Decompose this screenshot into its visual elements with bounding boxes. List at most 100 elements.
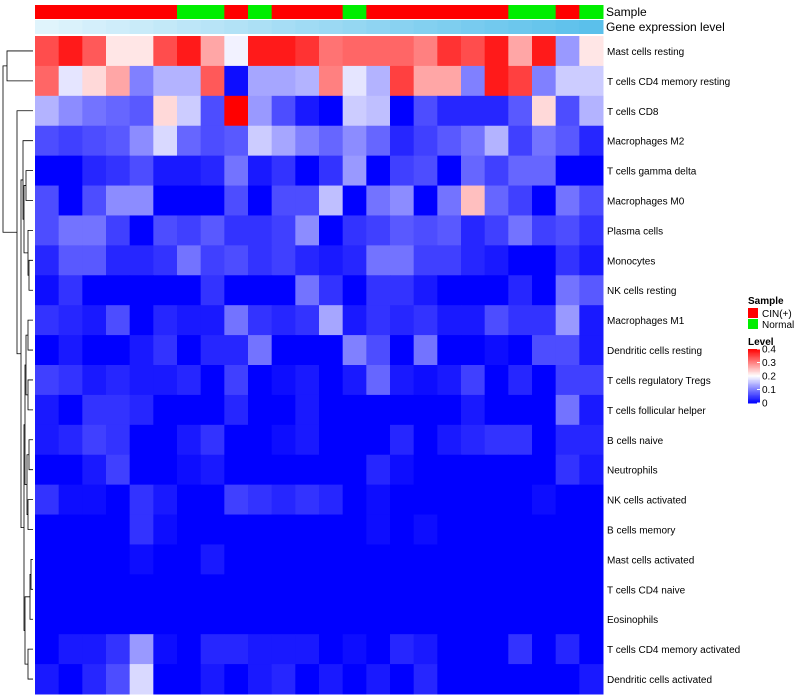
heatmap-cell (532, 65, 557, 97)
heatmap-cell (579, 36, 604, 67)
heatmap-cell (106, 544, 131, 575)
heatmap-cell (484, 305, 509, 336)
heatmap-cell (532, 275, 557, 306)
dendrogram-branch (30, 559, 33, 590)
heatmap-cell (58, 185, 83, 216)
heatmap-cell (461, 275, 486, 306)
heatmap-cell (295, 604, 320, 635)
row-label: Eosinophils (607, 615, 658, 626)
heatmap-cell (342, 484, 367, 516)
heatmap-cell (319, 454, 344, 486)
heatmap-cell (319, 275, 344, 306)
heatmap-cell (413, 604, 438, 635)
heatmap-cell (555, 424, 580, 456)
heatmap-cell (106, 95, 131, 127)
heatmap-cell (437, 215, 462, 246)
level-colorbar-step (748, 373, 760, 376)
heatmap-cell (461, 365, 486, 396)
level-colorbar-step (748, 382, 760, 385)
heatmap-cell (484, 544, 509, 575)
heatmap-cell (461, 424, 486, 456)
heatmap-cell (200, 36, 225, 67)
heatmap-cell (224, 664, 249, 695)
heatmap-cell (271, 95, 296, 127)
level-colorbar-step (748, 380, 760, 382)
heatmap-cell (484, 245, 509, 276)
heatmap-cell (532, 245, 557, 276)
heatmap-cell (461, 215, 486, 246)
heatmap-cell (177, 275, 202, 306)
heatmap-cell (177, 125, 202, 157)
heatmap-cell (248, 454, 273, 486)
heatmap-cell (82, 634, 107, 665)
heatmap-cell (106, 394, 131, 426)
row-label: Neutrophils (607, 466, 658, 477)
dendrogram-branch (28, 439, 33, 471)
sample-annotation-cell (437, 5, 462, 19)
heatmap-cell (129, 365, 154, 396)
heatmap-cell (35, 36, 60, 67)
heatmap-cell (508, 275, 533, 306)
heatmap-cell (58, 514, 83, 545)
heatmap-cell (224, 574, 249, 605)
heatmap-cell (390, 215, 415, 246)
heatmap-cell (319, 245, 344, 276)
heatmap-cell (248, 424, 273, 456)
heatmap-cell (508, 394, 533, 426)
heatmap-cell (555, 125, 580, 157)
heatmap-cell (342, 604, 367, 635)
level-legend-title: Level (748, 337, 774, 348)
level-colorbar-step (748, 349, 760, 351)
row-label: T cells gamma delta (607, 167, 697, 178)
heatmap-cell (153, 394, 178, 426)
expression-annotation-cell (106, 20, 131, 34)
heatmap-cell (532, 155, 557, 187)
heatmap-cell (248, 305, 273, 336)
expression-annotation-cell (58, 20, 83, 34)
heatmap-cell (366, 574, 391, 605)
heatmap-cell (224, 604, 249, 635)
heatmap-cell (295, 365, 320, 396)
heatmap-cell (555, 574, 580, 605)
heatmap-cell (35, 544, 60, 575)
heatmap-cell (58, 155, 83, 187)
heatmap-cell (129, 394, 154, 426)
heatmap-cell (129, 275, 154, 306)
heatmap-cell (200, 215, 225, 246)
sample-annotation-cell (82, 5, 107, 19)
heatmap-cell (153, 36, 178, 67)
heatmap-cell (271, 664, 296, 695)
expression-annotation-cell (200, 20, 225, 34)
heatmap-cell (437, 275, 462, 306)
level-colorbar-step (748, 376, 760, 378)
heatmap-cell (532, 394, 557, 426)
level-tick-label: 0 (762, 399, 768, 410)
heatmap-cell (177, 365, 202, 396)
heatmap-cell (82, 95, 107, 127)
sample-annotation-cell (390, 5, 415, 19)
heatmap-cell (82, 215, 107, 246)
heatmap-cell (366, 484, 391, 516)
heatmap-cell (271, 604, 296, 635)
expression-annotation-cell (319, 20, 344, 34)
level-colorbar-step (748, 370, 760, 373)
heatmap-cell (390, 185, 415, 216)
heatmap-cell (508, 634, 533, 665)
row-label: T cells CD4 naive (607, 585, 686, 596)
heatmap-cell (295, 245, 320, 276)
heatmap-cell (413, 36, 438, 67)
heatmap-cell (224, 95, 249, 127)
level-colorbar-step (748, 398, 760, 401)
heatmap-cell (153, 424, 178, 456)
heatmap-cell (177, 544, 202, 575)
heatmap-cell (271, 125, 296, 157)
heatmap-cell (200, 155, 225, 187)
heatmap-cell (200, 634, 225, 665)
level-colorbar-step (748, 361, 760, 363)
row-label: B cells memory (607, 526, 675, 537)
heatmap-cell (413, 394, 438, 426)
heatmap-cell (58, 544, 83, 575)
heatmap-cell (129, 36, 154, 67)
heatmap-cell (224, 215, 249, 246)
heatmap-cell (437, 634, 462, 665)
